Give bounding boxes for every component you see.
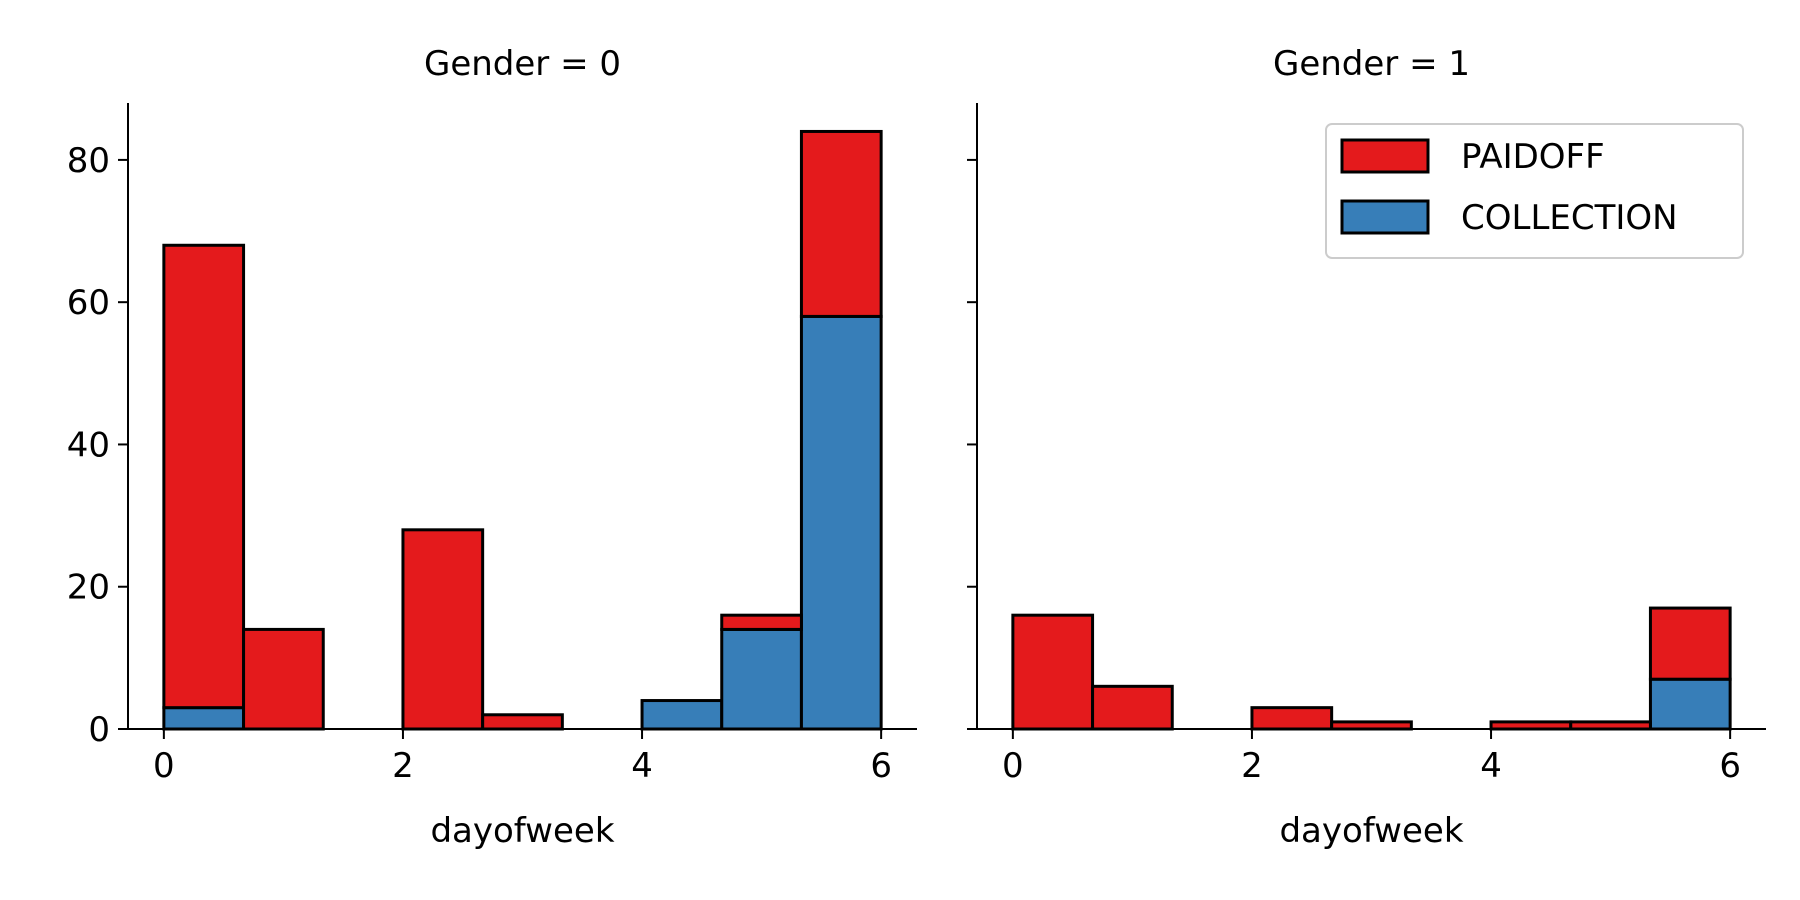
y-tick-label: 0 (88, 710, 110, 750)
panel-title: Gender = 1 (1273, 44, 1470, 84)
panel-gender-1: Gender = 1 0 2 4 6 dayofweek (967, 44, 1766, 851)
bar-paidoff-bin-0 (1011, 613, 1095, 731)
legend-label-collection: COLLECTION (1461, 198, 1678, 238)
bar-collection-bin-8 (799, 314, 883, 731)
bar-paidoff-bin-1 (242, 627, 325, 731)
x-axis-label: dayofweek (1279, 811, 1463, 851)
bar-paidoff-bin-8 (799, 129, 883, 318)
y-tick-label: 60 (67, 283, 110, 323)
bar-collection-bin-6 (640, 699, 724, 731)
legend-box (1325, 123, 1744, 259)
legend-swatch-paidoff (1340, 138, 1430, 174)
legend: PAIDOFF COLLECTION (1325, 123, 1744, 259)
bar-paidoff-bin-4 (481, 713, 564, 731)
y-tick-label: 40 (67, 425, 110, 465)
x-tick-label: 6 (1719, 746, 1741, 786)
y-tick-label: 20 (67, 568, 110, 608)
x-tick-label: 4 (631, 746, 653, 786)
legend-label-paidoff: PAIDOFF (1461, 137, 1605, 177)
panel-title: Gender = 0 (424, 44, 621, 84)
bar-paidoff-bin-3 (1250, 706, 1334, 731)
x-tick-label: 4 (1480, 746, 1502, 786)
y-tick-label: 80 (67, 141, 110, 181)
bar-paidoff-bin-6 (1489, 720, 1573, 731)
x-tick-label: 2 (1241, 746, 1263, 786)
x-tick-label: 2 (392, 746, 414, 786)
legend-swatch-collection (1340, 199, 1430, 235)
x-tick-label: 0 (153, 746, 175, 786)
x-tick-label: 6 (870, 746, 892, 786)
bar-paidoff-bin-1 (1091, 684, 1174, 731)
bar-paidoff-bin-0 (162, 243, 246, 710)
bar-paidoff-bin-7 (1569, 720, 1652, 731)
bar-collection-bin-7 (720, 627, 803, 731)
bar-paidoff-bin-8 (1648, 606, 1732, 681)
bar-paidoff-bin-7 (720, 613, 803, 631)
bar-paidoff-bin-3 (401, 528, 485, 731)
bar-paidoff-bin-4 (1330, 720, 1413, 731)
bar-collection-bin-0 (162, 706, 246, 731)
x-tick-label: 0 (1002, 746, 1024, 786)
x-axis-label: dayofweek (430, 811, 614, 851)
bar-collection-bin-8 (1648, 677, 1732, 731)
